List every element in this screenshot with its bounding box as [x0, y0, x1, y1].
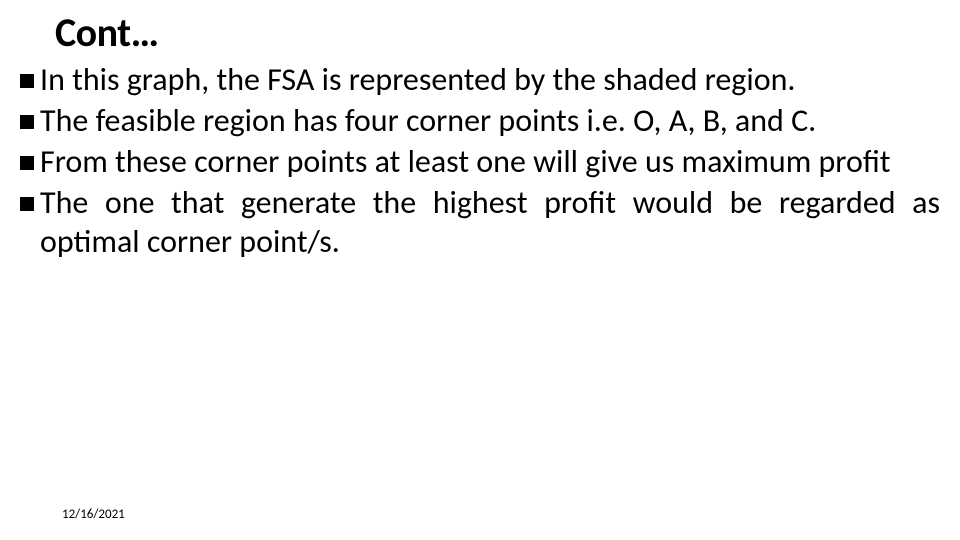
bullet-item: From these corner points at least one wi… — [20, 142, 940, 181]
bullet-item: The one that generate the highest profit… — [20, 183, 940, 261]
bullet-item: The feasible region has four corner poin… — [20, 101, 940, 140]
bullet-square-icon — [20, 115, 34, 129]
footer-date: 12/16/2021 — [62, 507, 125, 522]
bullet-text: In this graph, the FSA is represented by… — [40, 60, 940, 99]
bullet-text: The one that generate the highest profit… — [40, 183, 940, 261]
slide: Cont… In this graph, the FSA is represen… — [0, 0, 960, 540]
bullet-square-icon — [20, 74, 34, 88]
bullet-text: From these corner points at least one wi… — [40, 142, 940, 181]
bullet-square-icon — [20, 156, 34, 170]
bullet-square-icon — [20, 197, 34, 211]
slide-body: In this graph, the FSA is represented by… — [20, 60, 940, 263]
slide-title: Cont… — [55, 8, 159, 57]
bullet-item: In this graph, the FSA is represented by… — [20, 60, 940, 99]
bullet-text: The feasible region has four corner poin… — [40, 101, 940, 140]
